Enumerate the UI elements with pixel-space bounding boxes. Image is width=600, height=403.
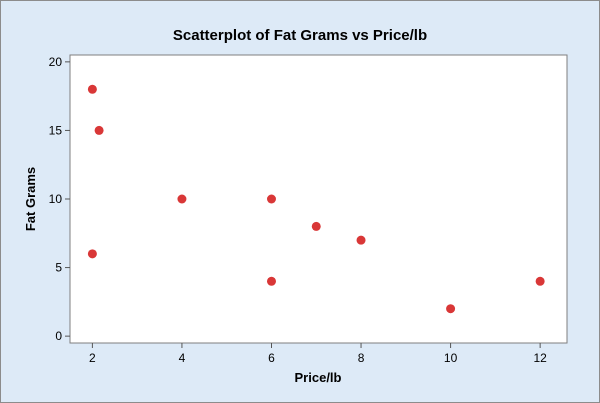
x-tick-label: 8 — [358, 351, 365, 365]
y-axis-label: Fat Grams — [23, 167, 38, 231]
x-axis: 2 4 6 8 10 12 — [89, 343, 547, 365]
data-point — [87, 84, 97, 94]
y-tick-label: 5 — [55, 261, 62, 275]
y-axis: 0 5 10 15 20 — [49, 55, 70, 343]
plot-area — [69, 54, 568, 344]
x-tick-label: 4 — [179, 351, 186, 365]
data-point — [87, 249, 97, 259]
x-tick-label: 2 — [89, 351, 96, 365]
data-points — [87, 84, 545, 314]
data-point — [177, 194, 187, 204]
y-tick-label: 0 — [55, 329, 62, 343]
x-axis-label: Price/lb — [295, 370, 342, 385]
x-tick-label: 12 — [533, 351, 547, 365]
x-tick-label: 6 — [268, 351, 275, 365]
data-point — [446, 304, 456, 314]
chart-title: Scatterplot of Fat Grams vs Price/lb — [173, 27, 427, 44]
data-point — [535, 276, 545, 286]
y-tick-label: 20 — [49, 55, 63, 69]
data-point — [266, 276, 276, 286]
x-tick-label: 10 — [444, 351, 458, 365]
data-point — [356, 235, 366, 245]
data-point — [266, 194, 276, 204]
y-tick-label: 15 — [49, 123, 63, 137]
data-point — [94, 125, 104, 135]
data-point — [311, 221, 321, 231]
y-tick-label: 10 — [49, 192, 63, 206]
